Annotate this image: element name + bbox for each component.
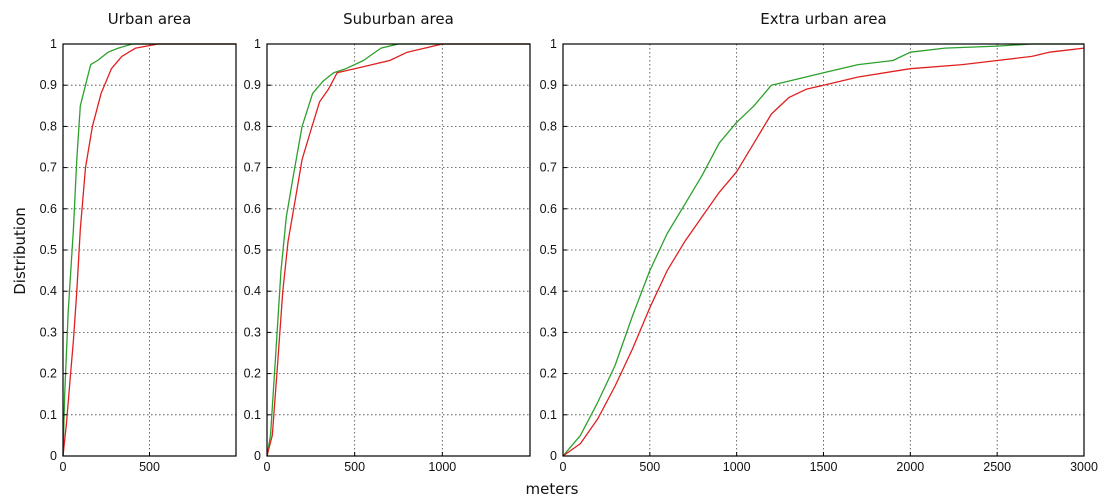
series-line-red [562, 47, 1085, 457]
y-tick-label: 0.4 [540, 284, 557, 298]
x-tick-label: 1500 [810, 460, 838, 474]
x-tick-label: 500 [139, 460, 160, 474]
y-tick-label: 0.7 [40, 161, 57, 175]
y-tick-label: 0.4 [244, 284, 261, 298]
x-tick-label: 0 [264, 460, 271, 474]
y-tick-label: 0.9 [244, 78, 261, 92]
x-tick-label: 0 [60, 460, 67, 474]
y-tick-label: 0 [50, 449, 57, 463]
y-tick-label: 0.6 [244, 202, 261, 216]
x-tick-label: 500 [639, 460, 660, 474]
plot-frame [266, 43, 531, 457]
y-tick-label: 0 [254, 449, 261, 463]
y-tick-label: 0.1 [244, 408, 261, 422]
series-line-green [562, 43, 1084, 457]
x-axis-label: meters [526, 480, 579, 498]
x-tick-label: 1000 [428, 460, 456, 474]
panel-title: Urban area [108, 10, 192, 28]
panel-title: Suburban area [343, 10, 454, 28]
y-tick-label: 0.9 [40, 78, 57, 92]
plot-frame [62, 43, 237, 457]
series-line-green [266, 43, 530, 457]
y-tick-label: 0.4 [40, 284, 57, 298]
y-tick-label: 0.5 [40, 243, 57, 257]
y-tick-label: 0.1 [540, 408, 557, 422]
series-line-red [62, 43, 236, 457]
y-tick-label: 0.6 [40, 202, 57, 216]
y-tick-label: 1 [254, 37, 261, 51]
x-tick-label: 2500 [983, 460, 1011, 474]
panel-extra-urban-area: 0 500 1000 1500 2000 2500 3000 0 0.1 0.2 0.3 0.4 0.5… [540, 10, 1098, 474]
y-tick-label: 1 [550, 37, 557, 51]
y-axis-label: Distribution [11, 207, 29, 295]
panel-suburban-area: 0 500 1000 0 0.1 0.2 0.3 0.4 0.5 0.6 0.7 0.8 0.9 1 Sub… [244, 10, 531, 474]
series-line-green [62, 43, 236, 457]
y-tick-label: 0.8 [244, 119, 261, 133]
panel-urban-area: 0 500 0 0.1 0.2 0.3 0.4 0.5 0.6 0.7 0.8 0.9 1 Urban a… [40, 10, 237, 474]
y-tick-label: 0.5 [244, 243, 261, 257]
x-tick-label: 2000 [896, 460, 924, 474]
y-tick-label: 0.3 [540, 325, 557, 339]
y-tick-label: 0.5 [540, 243, 557, 257]
panels-group: 0 500 0 0.1 0.2 0.3 0.4 0.5 0.6 0.7 0.8 0.9 1 Urban a… [40, 10, 1098, 474]
y-tick-label: 0.8 [540, 119, 557, 133]
x-tick-label: 1000 [723, 460, 751, 474]
y-tick-label: 0.2 [40, 367, 57, 381]
y-tick-label: 0.2 [540, 367, 557, 381]
y-tick-label: 0.1 [40, 408, 57, 422]
y-tick-label: 0.3 [40, 325, 57, 339]
y-tick-label: 0 [550, 449, 557, 463]
panel-title: Extra urban area [760, 10, 886, 28]
series-line-red [266, 43, 530, 457]
y-tick-label: 0.7 [540, 161, 557, 175]
y-tick-label: 0.8 [40, 119, 57, 133]
y-tick-label: 0.3 [244, 325, 261, 339]
x-tick-label: 3000 [1070, 460, 1098, 474]
y-tick-label: 0.9 [540, 78, 557, 92]
y-tick-label: 0.7 [244, 161, 261, 175]
x-tick-label: 500 [344, 460, 365, 474]
y-tick-label: 1 [50, 37, 57, 51]
y-tick-label: 0.6 [540, 202, 557, 216]
y-tick-label: 0.2 [244, 367, 261, 381]
x-tick-label: 0 [560, 460, 567, 474]
